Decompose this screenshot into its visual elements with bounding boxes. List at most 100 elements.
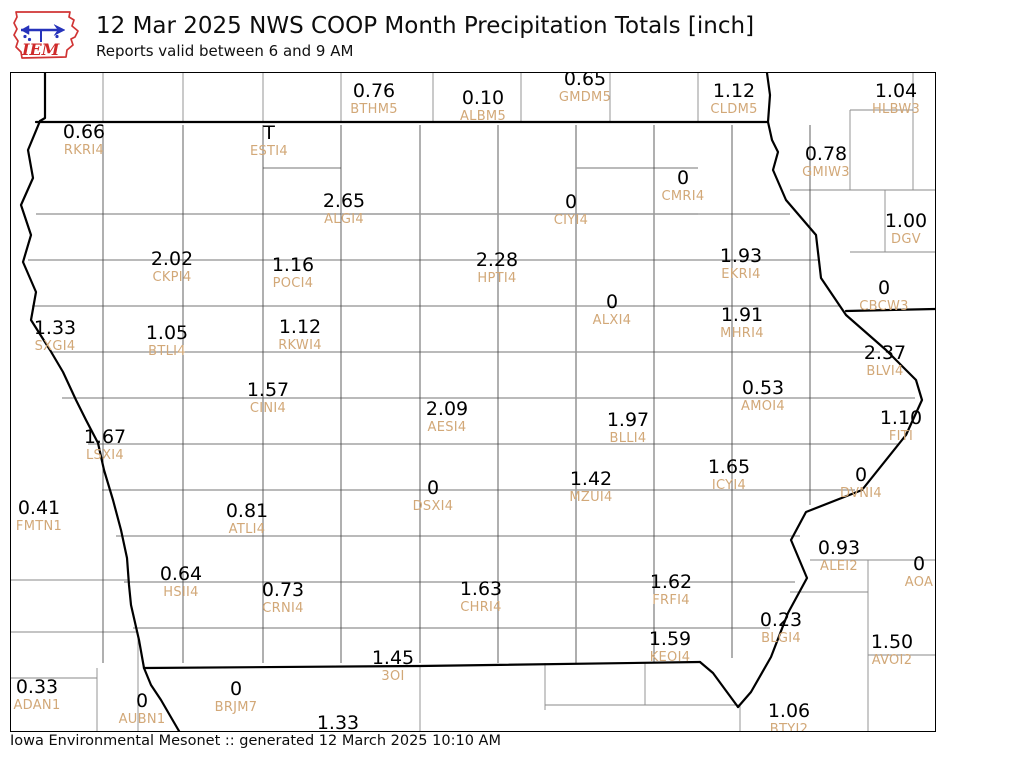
station-value: 0.65 <box>563 72 607 90</box>
station-value: 0.93 <box>817 537 861 559</box>
station-value: 0 <box>135 690 149 712</box>
station-value: 2.02 <box>150 248 194 270</box>
station-id: BLVI4 <box>866 364 904 379</box>
station-value: 0 <box>912 553 926 575</box>
station-id: AUBN1 <box>118 712 166 727</box>
station-value: 1.16 <box>271 254 315 276</box>
station-BLVI4: 2.37 BLVI4 <box>864 344 906 379</box>
station-unlabeled: 1.33 <box>317 714 359 732</box>
station-value: 1.62 <box>649 571 693 593</box>
station-id: BTYI2 <box>769 722 809 732</box>
station-ICYI4: 1.65 ICYI4 <box>708 458 750 493</box>
station-GMIW3: 0.78 GMIW3 <box>802 143 850 180</box>
station-GMDM5: 0.65 GMDM5 <box>559 72 611 104</box>
station-DGV: 1.00 DGV <box>884 210 928 247</box>
station-value: 1.57 <box>246 379 290 401</box>
station-MZUI4: 1.42 MZUI4 <box>569 470 613 505</box>
station-id: CRNI4 <box>262 601 304 616</box>
station-id: DGV <box>891 232 921 247</box>
station-value: 1.97 <box>606 409 650 431</box>
station-value: 1.63 <box>459 578 503 600</box>
out-of-state-county-lines <box>11 73 935 731</box>
station-DVNI4: 0 DVNI4 <box>839 466 883 501</box>
station-id: DVNI4 <box>839 486 883 501</box>
station-id: BTHM5 <box>350 102 398 117</box>
station-id: AOA <box>904 575 934 590</box>
station-value: 0.73 <box>261 579 305 601</box>
station-CLDM5: 1.12 CLDM5 <box>710 80 758 117</box>
station-id: AVOI2 <box>871 653 913 668</box>
station-id: CHRI4 <box>460 600 502 615</box>
station-RKRI4: 0.66 RKRI4 <box>62 121 106 158</box>
header: IEM 12 Mar 2025 NWS COOP Month Precipita… <box>8 5 754 69</box>
station-MHRI4: 1.91 MHRI4 <box>720 304 764 341</box>
station-value: 1.93 <box>719 245 763 267</box>
station-value: 0.78 <box>804 143 848 165</box>
station-id: RKWI4 <box>278 338 322 353</box>
station-value: 0.41 <box>17 497 61 519</box>
station-value: 0.10 <box>461 87 505 109</box>
station-id: BLGI4 <box>761 631 801 646</box>
station-AUBN1: 0 AUBN1 <box>118 690 166 727</box>
county-lines <box>28 125 915 663</box>
station-value: 1.12 <box>712 80 756 102</box>
station-ALBM5: 0.10 ALBM5 <box>460 87 506 124</box>
station-value: 0.23 <box>759 609 803 631</box>
logo-text: IEM <box>21 40 61 59</box>
station-value: 0.76 <box>352 80 396 102</box>
station-id: ADAN1 <box>13 698 61 713</box>
station-id: CLDM5 <box>710 102 758 117</box>
station-HSII4: 0.64 HSII4 <box>160 565 202 600</box>
iem-logo: IEM <box>13 11 79 59</box>
station-POCI4: 1.16 POCI4 <box>271 254 315 291</box>
logo-iowa-outline <box>13 11 79 59</box>
station-value: 1.33 <box>316 712 360 732</box>
station-ESTI4: T ESTI4 <box>250 122 288 159</box>
station-id: RKRI4 <box>63 143 105 158</box>
station-CMRI4: 0 CMRI4 <box>662 167 705 204</box>
station-BRJM7: 0 BRJM7 <box>215 680 258 715</box>
station-AMOI4: 0.53 AMOI4 <box>741 379 785 414</box>
station-id: FRFI4 <box>652 593 690 608</box>
station-id: GMIW3 <box>802 165 850 180</box>
station-value: 2.28 <box>475 249 519 271</box>
station-id: CBCW3 <box>859 299 909 314</box>
station-BTYI2: 1.06 BTYI2 <box>768 702 810 732</box>
station-value: 1.33 <box>33 317 77 339</box>
station-id: MZUI4 <box>569 490 613 505</box>
page-subtitle: Reports valid between 6 and 9 AM <box>96 42 354 61</box>
station-value: 0 <box>564 191 578 213</box>
station-value: 0.66 <box>62 121 106 143</box>
station-BLLI4: 1.97 BLLI4 <box>606 409 650 446</box>
station-DSXI4: 0 DSXI4 <box>413 477 454 514</box>
station-id: CKPI4 <box>152 270 192 285</box>
station-id: FMTN1 <box>15 519 63 534</box>
station-value: 0 <box>605 291 619 313</box>
station-value: 1.91 <box>720 304 764 326</box>
station-id: EKRI4 <box>721 267 761 282</box>
station-ALGI4: 2.65 ALGI4 <box>322 190 366 227</box>
station-id: HLBW3 <box>871 102 921 117</box>
station-AOA: 0 AOA <box>904 553 934 590</box>
station-ATLI4: 0.81 ATLI4 <box>226 502 268 537</box>
station-value: 1.04 <box>874 80 918 102</box>
station-id: AESI4 <box>427 420 467 435</box>
station-id: AMOI4 <box>741 399 785 414</box>
station-value: 1.50 <box>870 631 914 653</box>
station-id: MHRI4 <box>720 326 764 341</box>
station-KEOI4: 1.59 KEOI4 <box>649 630 691 665</box>
station-value: 2.65 <box>322 190 366 212</box>
station-BTHM5: 0.76 BTHM5 <box>350 80 398 117</box>
station-3OI: 1.45 3OI <box>372 649 414 684</box>
station-value: 1.00 <box>884 210 928 232</box>
station-value: T <box>263 122 275 144</box>
station-id: POCI4 <box>272 276 314 291</box>
station-ALEI2: 0.93 ALEI2 <box>817 537 861 574</box>
page-title: 12 Mar 2025 NWS COOP Month Precipitation… <box>96 13 755 39</box>
station-id: ATLI4 <box>228 522 266 537</box>
station-id: LSXI4 <box>85 448 124 463</box>
station-CINI4: 1.57 CINI4 <box>246 379 290 416</box>
station-value: 0 <box>676 167 690 189</box>
station-LSXI4: 1.67 LSXI4 <box>84 428 126 463</box>
station-value: 0 <box>426 477 440 499</box>
